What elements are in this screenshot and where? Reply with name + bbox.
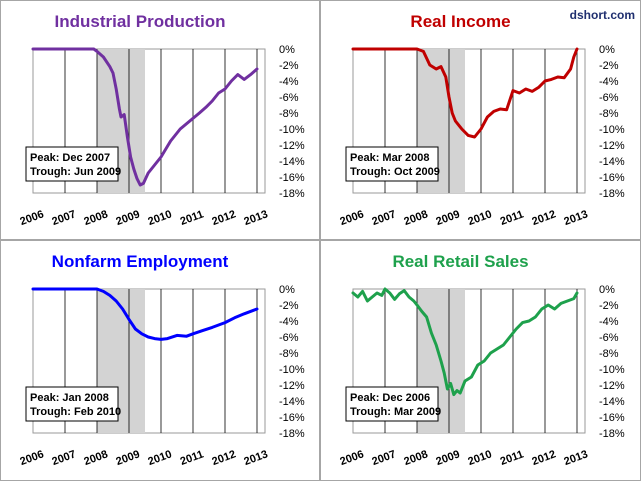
y-tick-label: -6%	[279, 92, 299, 104]
chart-panel-3: Nonfarm Employment 0% -2% -4% -6% -8% -10% -12%…	[0, 240, 320, 481]
y-tick-label: 0%	[599, 44, 615, 56]
y-tick-label: -16%	[599, 172, 625, 184]
y-tick-label: -10%	[279, 124, 305, 136]
series-line	[31, 287, 259, 341]
peak-trough-box	[25, 146, 119, 182]
y-tick-label: -4%	[279, 76, 299, 88]
series-line	[351, 287, 579, 397]
y-tick-label: -16%	[279, 172, 305, 184]
y-tick-label: -10%	[599, 124, 625, 136]
trough-label: Trough: Jun 2009	[30, 166, 121, 178]
y-tick-label: -18%	[599, 188, 625, 200]
y-tick-label: -18%	[279, 428, 305, 440]
y-tick-label: -8%	[599, 108, 619, 120]
y-tick-label: -6%	[599, 332, 619, 344]
chart-panel-4: Real Retail Sales 0% -2% -4% -6% -8% -10% -12% -…	[320, 240, 641, 481]
y-tick-label: -14%	[599, 156, 625, 168]
y-tick-label: -12%	[599, 380, 625, 392]
peak-label: Peak: Mar 2008	[350, 152, 430, 164]
peak-label: Peak: Dec 2007	[30, 152, 110, 164]
chart-panel-1: Industrial Production 0% -2% -4% -6% -8% -10% -…	[0, 0, 320, 240]
y-tick-label: -6%	[599, 92, 619, 104]
y-tick-label: -10%	[599, 364, 625, 376]
trough-label: Trough: Oct 2009	[350, 166, 440, 178]
y-tick-label: -16%	[279, 412, 305, 424]
plot-area	[352, 48, 586, 194]
chart-panel-2: Real Income 0% -2% -4% -6% -8% -10% -12% -14% -16…	[320, 0, 641, 240]
y-tick-label: -14%	[599, 396, 625, 408]
peak-label: Peak: Jan 2008	[30, 392, 109, 404]
y-tick-label: -12%	[279, 380, 305, 392]
y-tick-label: -10%	[279, 364, 305, 376]
y-tick-label: -2%	[599, 60, 619, 72]
y-tick-label: -6%	[279, 332, 299, 344]
series-line	[31, 47, 259, 187]
y-tick-label: 0%	[279, 44, 295, 56]
credit-label: dshort.com	[570, 8, 635, 22]
y-tick-label: -18%	[599, 428, 625, 440]
y-tick-label: -4%	[599, 316, 619, 328]
chart-title: Real Retail Sales	[392, 252, 528, 271]
y-tick-label: -14%	[279, 156, 305, 168]
y-tick-label: -2%	[599, 300, 619, 312]
peak-trough-box	[345, 146, 439, 182]
y-tick-label: -2%	[279, 300, 299, 312]
y-tick-label: -4%	[599, 76, 619, 88]
chart-title: Industrial Production	[55, 12, 226, 31]
y-tick-label: -12%	[599, 140, 625, 152]
peak-trough-box	[25, 386, 119, 422]
y-tick-label: -18%	[279, 188, 305, 200]
y-tick-label: -8%	[279, 348, 299, 360]
y-tick-label: -2%	[279, 60, 299, 72]
y-tick-label: -16%	[599, 412, 625, 424]
y-tick-label: -14%	[279, 396, 305, 408]
chart-title: Nonfarm Employment	[52, 252, 229, 271]
trough-label: Trough: Mar 2009	[350, 406, 441, 418]
y-tick-label: 0%	[599, 284, 615, 296]
peak-label: Peak: Dec 2006	[350, 392, 430, 404]
trough-label: Trough: Feb 2010	[30, 406, 121, 418]
y-tick-label: -4%	[279, 316, 299, 328]
y-tick-label: -8%	[599, 348, 619, 360]
y-tick-label: 0%	[279, 284, 295, 296]
series-line	[351, 47, 579, 139]
y-tick-label: -12%	[279, 140, 305, 152]
chart-title: Real Income	[410, 12, 510, 31]
y-tick-label: -8%	[279, 108, 299, 120]
peak-trough-box	[345, 386, 439, 422]
